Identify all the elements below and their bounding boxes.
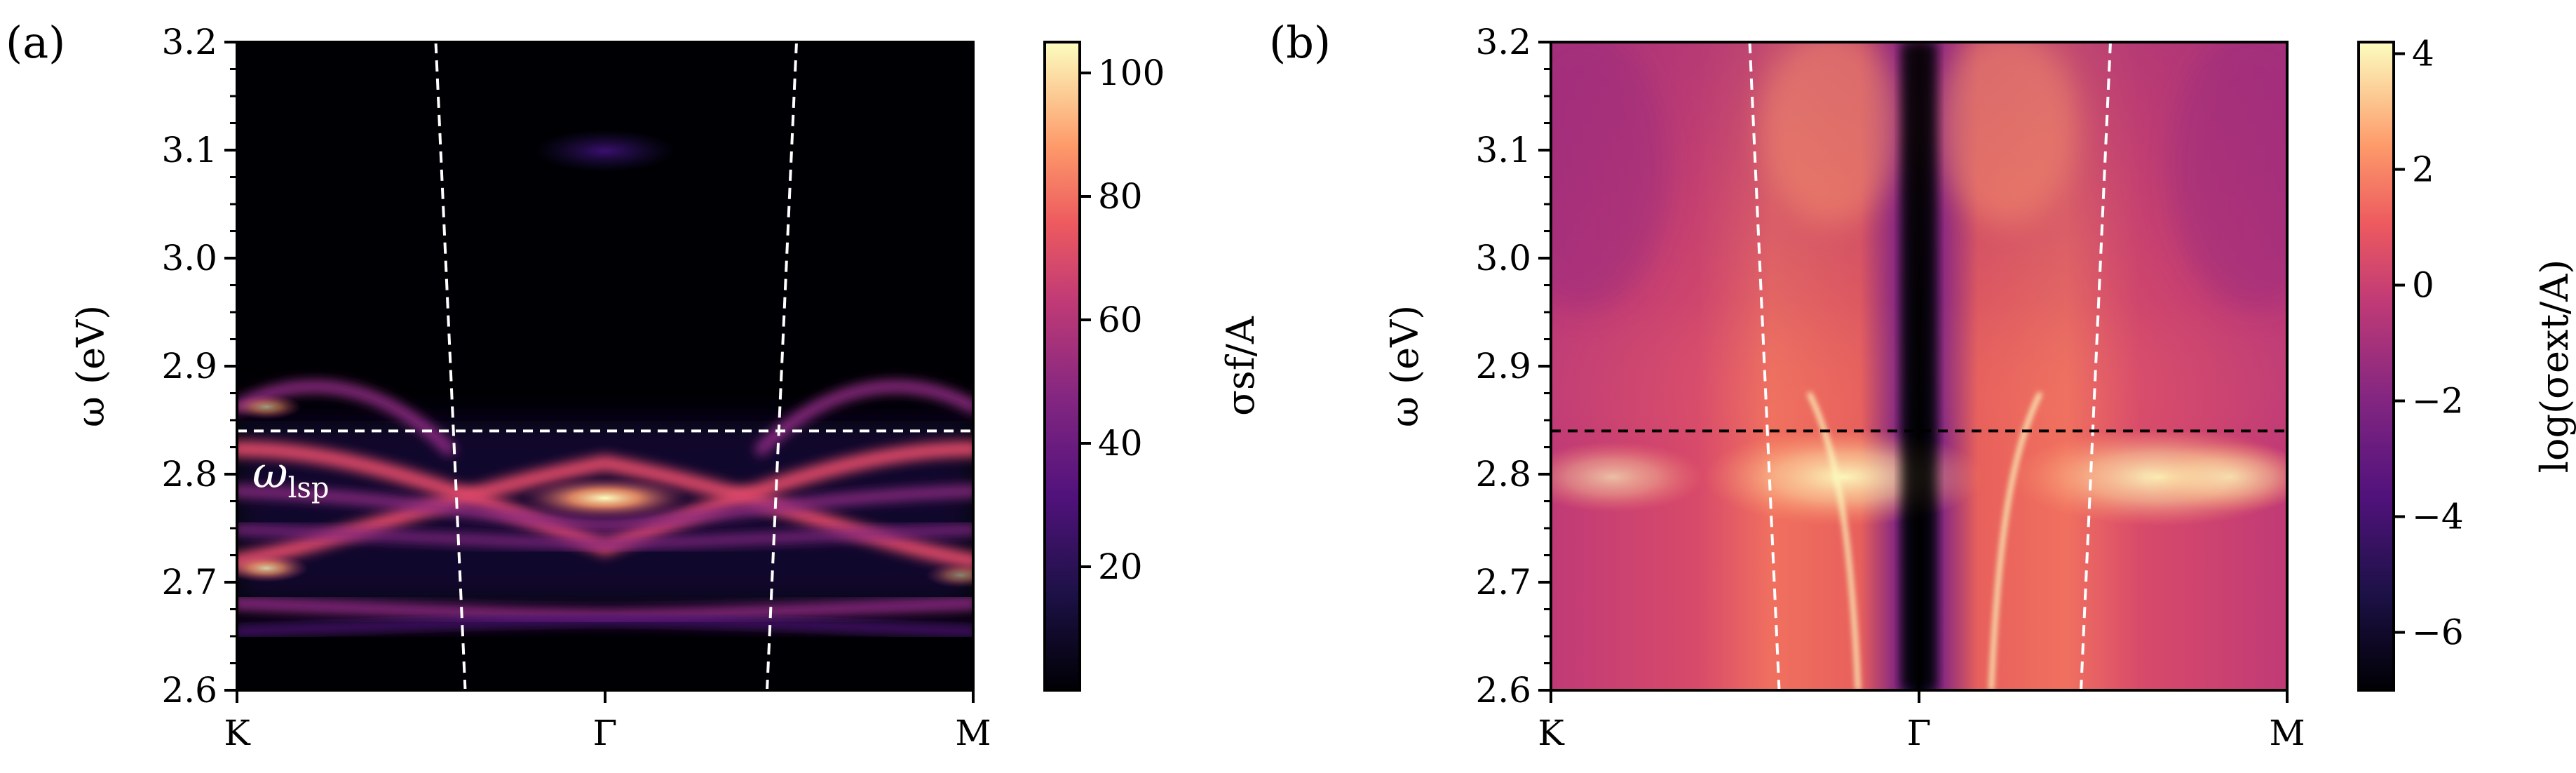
panel-a-colorbar-tick-label: 60 [1098, 300, 1143, 340]
panel-a-colorbar-fill [1045, 42, 1080, 690]
panel-a [237, 42, 973, 690]
panel-b-upper-glow-left [1761, 42, 1902, 224]
panel-a-faint-mode [535, 130, 675, 172]
panel-a-edge-spot-left-upper [237, 394, 301, 419]
panel-a-annotation-sub: lsp [288, 472, 330, 504]
panel-b-xtick-label: M [2269, 713, 2305, 753]
panel-a-colorbar-tick-label: 40 [1098, 423, 1143, 464]
panel-b-ylabel: ω (eV) [1383, 305, 1427, 427]
panel-b-upper-glow-right [1937, 42, 2077, 224]
panel-b-ytick-label: 2.8 [1475, 454, 1531, 495]
panel-a-colorbar-tick-label: 100 [1098, 53, 1165, 93]
panel-a-edge-spot-left [237, 554, 309, 582]
panel-a-axes: 2.6 2.7 2.8 2.9 3.0 3.1 3.2 K Γ M [161, 22, 991, 753]
panel-a-xtick-label: K [224, 713, 251, 753]
panel-a-colorbar-tick-label: 80 [1098, 176, 1143, 217]
panel-a-ytick-label: 2.9 [161, 346, 217, 387]
panel-a-ylabel: ω (eV) [69, 305, 113, 427]
panel-a-bands [237, 380, 973, 636]
panel-a-ytick-label: 2.7 [161, 562, 217, 603]
panel-b-colorbar-tick-label: 0 [2412, 265, 2434, 306]
panel-a-colorbar-frame [1043, 41, 1081, 692]
panel-b-colorbar-frame [2357, 41, 2395, 692]
panel-b-axes: 2.6 2.7 2.8 2.9 3.0 3.1 3.2 K Γ M [1475, 22, 2305, 753]
panel-b-colorbar-tick-label: −6 [2412, 612, 2464, 653]
panel-b-ytick-label: 3.0 [1475, 238, 1531, 278]
panel-a-xtick-label: Γ [593, 713, 618, 753]
panel-b-xtick-label: Γ [1907, 713, 1932, 753]
panel-a-ytick-label: 3.1 [161, 130, 217, 170]
panel-b-ytick-label: 2.6 [1475, 670, 1531, 711]
panel-b-colorbar-tick-label: −4 [2412, 497, 2464, 537]
panel-b-bright-line-right [1989, 391, 2042, 690]
panel-b-ytick-label: 3.1 [1475, 130, 1531, 170]
panel-a-label: (a) [6, 17, 65, 68]
panel-a-overlays [237, 41, 973, 691]
panel-b-ytick-label: 3.2 [1475, 22, 1531, 62]
panel-b-center-dark [1902, 42, 1937, 690]
panel-b-colorbar-label: log(σext/A) [2533, 260, 2576, 473]
panel-b-bright-edge-right [2145, 442, 2287, 512]
panel-a-ytick-label: 2.6 [161, 670, 217, 711]
panel-b-colorbar: −6 −4 −2 0 2 4 [2357, 34, 2464, 692]
panel-a-ytick-label: 3.0 [161, 238, 217, 278]
panel-b-colorbar-tick-label: 4 [2412, 34, 2434, 74]
panel-b-ytick-label: 2.9 [1475, 346, 1531, 387]
panel-b-purple-right [2169, 42, 2287, 309]
panel-a-ytick-label: 2.8 [161, 454, 217, 495]
panel-b-bright-line-left [1807, 391, 1860, 690]
panel-b-bright-edge-left [1551, 442, 1704, 512]
panel-a-colorbar-label: σsf/A [1219, 316, 1263, 416]
panel-b [1551, 42, 2287, 690]
panel-b-label: (b) [1269, 17, 1331, 68]
panel-b-colorbar-tick-label: 2 [2412, 149, 2434, 190]
panel-b-purple-left [1551, 42, 1669, 309]
panel-b-ytick-label: 2.7 [1475, 562, 1531, 603]
panel-a-annotation: ωlsp [252, 447, 330, 504]
panel-a-colorbar-tick-label: 20 [1098, 546, 1143, 587]
panel-a-ytick-label: 3.2 [161, 22, 217, 62]
panel-b-colorbar-tick-label: −2 [2412, 381, 2464, 422]
panel-a-hotspot [521, 477, 689, 519]
panel-a-annotation-main: ω [252, 447, 288, 498]
panel-b-overlays [1551, 41, 2287, 691]
panel-a-edge-spot-right [926, 563, 973, 588]
panel-a-colorbar: 20 40 60 80 100 [1043, 41, 1165, 692]
panel-b-xtick-label: K [1538, 713, 1565, 753]
panel-b-colorbar-fill [2359, 42, 2394, 690]
panel-a-xtick-label: M [955, 713, 991, 753]
